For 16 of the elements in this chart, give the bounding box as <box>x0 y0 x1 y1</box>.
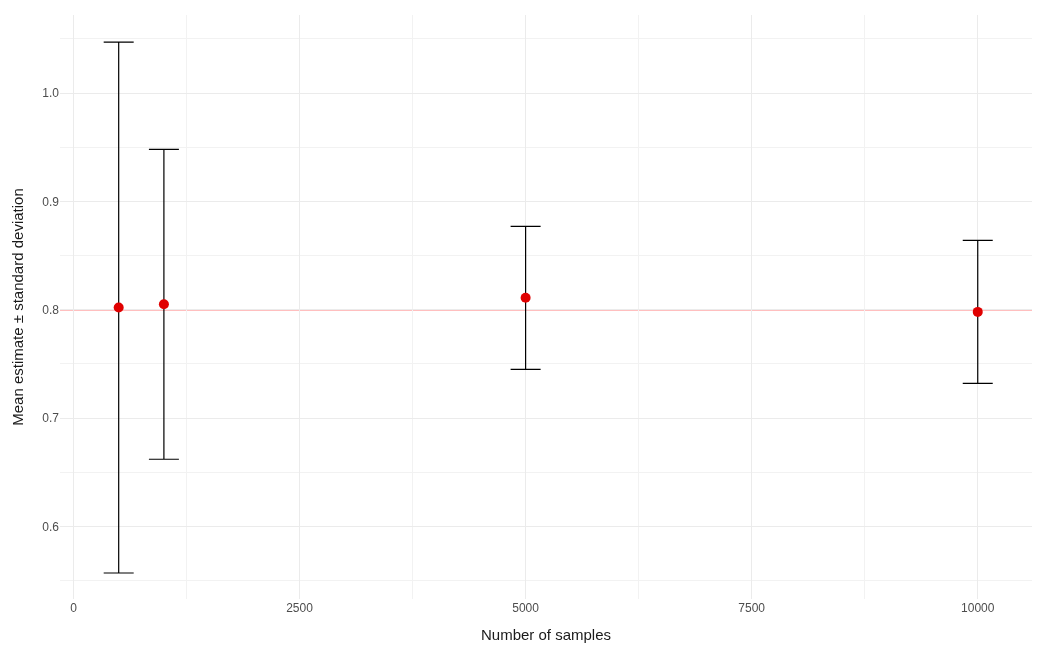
x-tick-label: 0 <box>70 601 78 615</box>
y-tick-label: 0.8 <box>42 302 60 317</box>
y-tick-label: 0.7 <box>42 411 60 426</box>
point <box>520 292 531 303</box>
x-tick-label: 10000 <box>961 601 995 615</box>
y-axis-title: Mean estimate ± standard deviation <box>8 188 26 426</box>
x-tick-label: 5000 <box>512 601 540 615</box>
x-tick-label: 7500 <box>738 601 766 615</box>
y-tick-label: 0.6 <box>42 519 60 534</box>
y-tick-label: 1.0 <box>42 86 60 101</box>
point <box>158 299 169 310</box>
x-axis-title: Number of samples <box>480 626 612 643</box>
point <box>972 306 983 317</box>
y-tick-label: 0.9 <box>42 194 60 209</box>
x-tick-label: 2500 <box>286 601 314 615</box>
point <box>113 302 124 313</box>
